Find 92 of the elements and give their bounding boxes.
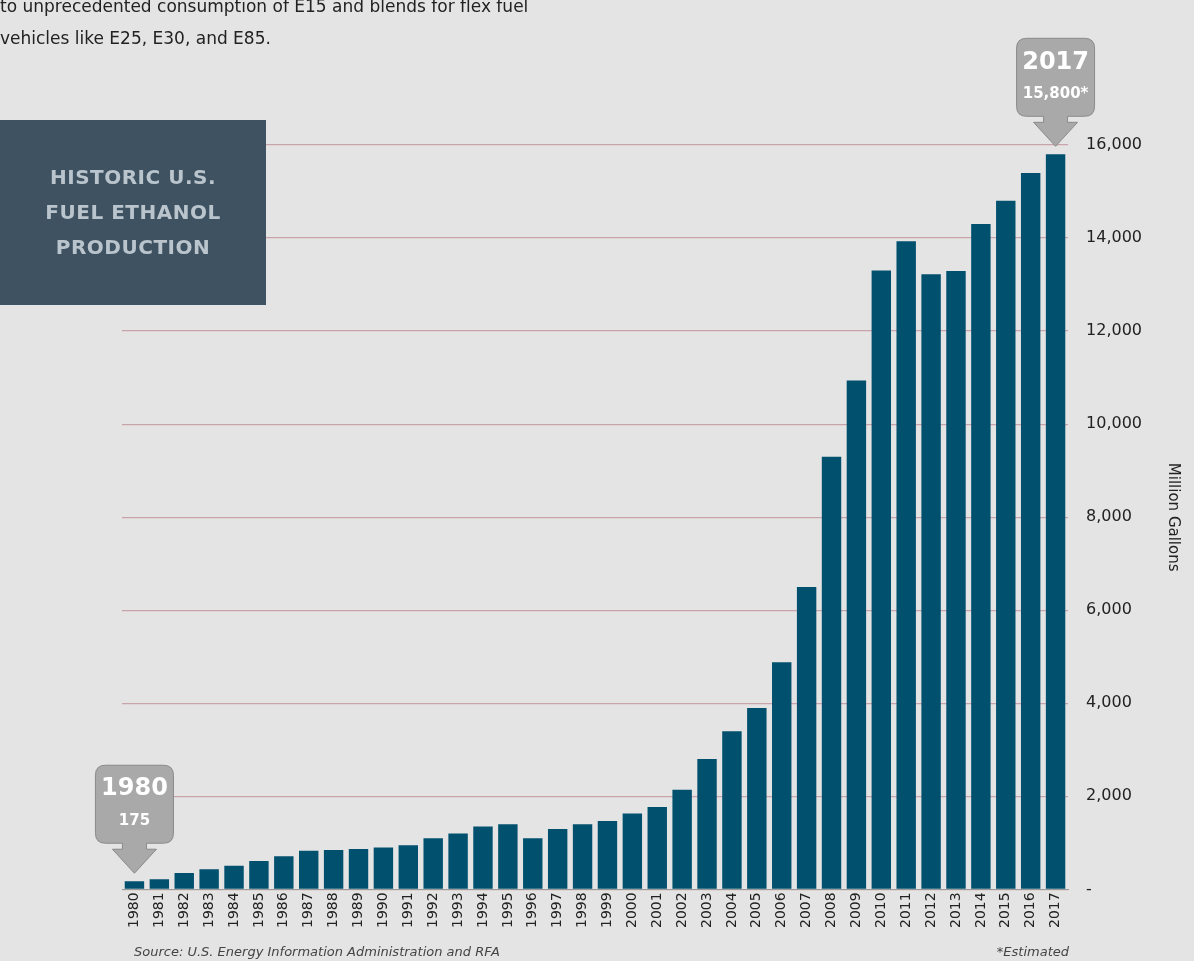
bar	[971, 224, 991, 889]
x-tick-label: 1998	[573, 892, 590, 929]
x-tick-label: 1993	[448, 892, 465, 929]
x-tick-label: 2010	[871, 892, 888, 929]
bar	[547, 828, 568, 889]
x-tick-label: 1987	[299, 892, 316, 929]
x-tick-label: 2009	[847, 892, 864, 929]
bar	[523, 838, 543, 889]
y-tick-label: 8,000	[1086, 506, 1132, 526]
x-tick-label: 1999	[598, 892, 615, 929]
bar	[896, 241, 916, 889]
x-tick-label: 1981	[149, 892, 166, 929]
bar	[722, 731, 742, 889]
x-tick-label: 1989	[349, 892, 366, 929]
bar	[996, 200, 1016, 889]
x-tick-label: 1980	[125, 892, 142, 929]
source-note: Source: U.S. Energy Information Administration and RFA	[134, 944, 500, 959]
x-tick-label: 2003	[697, 892, 714, 929]
bar	[373, 847, 394, 889]
bar	[199, 869, 219, 889]
x-tick-label: 2002	[672, 892, 689, 929]
x-tick-label: 1991	[398, 892, 415, 929]
title-panel: HISTORIC U.S. FUEL ETHANOL PRODUCTION	[0, 120, 266, 305]
bar	[946, 271, 966, 889]
bar	[174, 873, 194, 889]
x-tick-label: 2004	[722, 892, 739, 929]
x-tick-label: 1994	[473, 892, 490, 929]
bar	[323, 850, 344, 889]
bar	[597, 820, 618, 889]
bar	[398, 845, 418, 889]
bar	[921, 274, 941, 889]
bar	[871, 270, 892, 889]
x-tick-label: 2014	[971, 892, 988, 929]
bar	[274, 856, 294, 889]
text: to unprecedented consumption of E15 and blends for flex fuel vehicles like E25, E30, and E85.	[0, 0, 529, 50]
x-tick-label: 1988	[324, 892, 341, 929]
bar	[249, 860, 269, 889]
x-tick-label: 2000	[622, 892, 639, 929]
bar	[622, 813, 643, 889]
y-tick-label: 2,000	[1086, 785, 1132, 805]
x-tick-label: 1983	[199, 892, 216, 929]
bar	[149, 879, 170, 889]
x-tick-label: 2017	[1046, 892, 1063, 929]
y-tick-label: -	[1086, 878, 1092, 898]
y-tick-label: 10,000	[1086, 413, 1142, 433]
bar	[124, 881, 145, 889]
x-tick-label: 1996	[523, 892, 540, 929]
bar	[821, 456, 842, 889]
bar	[448, 833, 468, 889]
x-tick-label: 2001	[647, 892, 664, 929]
x-tick-label: 2013	[946, 892, 963, 929]
y-tick-label: 6,000	[1086, 599, 1132, 619]
bar	[796, 586, 817, 889]
x-tick-label: 2007	[797, 892, 814, 929]
x-tick-label: 1986	[274, 892, 291, 929]
bar	[348, 848, 369, 889]
x-tick-label: 1990	[374, 892, 391, 929]
x-tick-label: 2006	[772, 892, 789, 929]
bar	[747, 707, 767, 889]
bar	[772, 662, 792, 889]
x-tick-label: 1982	[174, 892, 191, 929]
y-tick-label: 16,000	[1086, 134, 1142, 154]
bar	[572, 824, 593, 889]
x-tick-label: 2015	[996, 892, 1013, 929]
x-tick-label: 1985	[249, 892, 266, 929]
bar	[224, 865, 244, 889]
y-tick-label: 12,000	[1086, 320, 1142, 340]
x-tick-label: 2008	[822, 892, 839, 929]
x-tick-label: 1984	[224, 892, 241, 929]
x-tick-label: 1995	[498, 892, 515, 929]
bar	[697, 759, 717, 889]
bar	[672, 789, 692, 889]
bar	[473, 826, 493, 889]
x-tick-label: 2005	[747, 892, 764, 929]
y-axis-title: Million Gallons	[1165, 462, 1184, 572]
annotation: 2017 15,800*	[1022, 46, 1089, 103]
bar	[423, 838, 443, 889]
text: *Estimated	[996, 944, 1069, 959]
y-tick-label: 14,000	[1086, 227, 1142, 247]
bar	[1020, 172, 1041, 889]
x-tick-label: 2012	[921, 892, 938, 929]
x-tick-label: 1992	[423, 892, 440, 929]
annotation: 1980 175	[101, 773, 168, 830]
x-tick-label: 1997	[548, 892, 565, 929]
x-tick-label: 2011	[896, 892, 913, 929]
bar	[846, 380, 867, 889]
bar	[299, 850, 319, 889]
y-tick-label: 4,000	[1086, 692, 1132, 712]
bar	[647, 807, 667, 889]
bar	[1045, 154, 1066, 889]
bar	[498, 824, 518, 889]
x-tick-label: 2016	[1021, 892, 1038, 929]
